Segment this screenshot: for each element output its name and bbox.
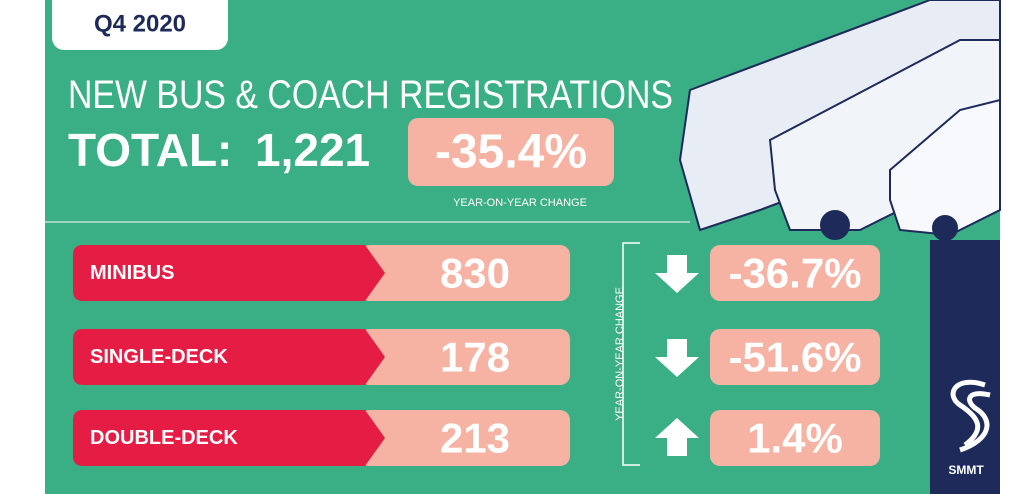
row-change: -51.6%: [728, 334, 861, 381]
total-change: -35.4%: [435, 126, 587, 179]
row-value: 830: [440, 250, 510, 297]
period-tab: [52, 0, 228, 50]
row-change: -36.7%: [728, 250, 861, 297]
total-change-box: [408, 118, 614, 186]
total: 1,221: [255, 124, 370, 176]
total-change-caption: YEAR-ON-YEAR CHANGE: [453, 197, 587, 209]
change-arrow: [655, 339, 699, 377]
logo: SMMT: [948, 463, 984, 477]
bracket: [622, 242, 640, 466]
wheel: [820, 210, 850, 240]
row-value: 213: [440, 415, 510, 462]
change-arrow: [655, 418, 699, 456]
title: NEW BUS & COACH REGISTRATIONS: [68, 73, 673, 117]
change-box: [710, 245, 880, 301]
value-box: [360, 245, 570, 301]
bus-illustration: [678, 0, 1001, 241]
row-label: SINGLE-DECK: [90, 346, 228, 368]
label-box: [73, 329, 385, 385]
side-strip: [930, 240, 1000, 494]
row-change: 1.4%: [747, 415, 843, 462]
value-box: [360, 329, 570, 385]
minibus: [889, 98, 1001, 237]
label-box: [73, 245, 385, 301]
change-box: [710, 410, 880, 466]
change-box: [710, 329, 880, 385]
change-arrow: [655, 255, 699, 293]
row-label: DOUBLE-DECK: [90, 427, 238, 449]
value-box: [360, 410, 570, 466]
rows-caption: YEAR-ON-YEAR CHANGE: [614, 287, 626, 421]
row-value: 178: [440, 334, 510, 381]
logo-mark: [950, 379, 991, 453]
total-label: TOTAL:: [68, 124, 232, 176]
label-box: [73, 410, 385, 466]
wheel: [932, 215, 958, 241]
row-label: MINIBUS: [90, 262, 174, 284]
period: Q4 2020: [94, 11, 186, 38]
